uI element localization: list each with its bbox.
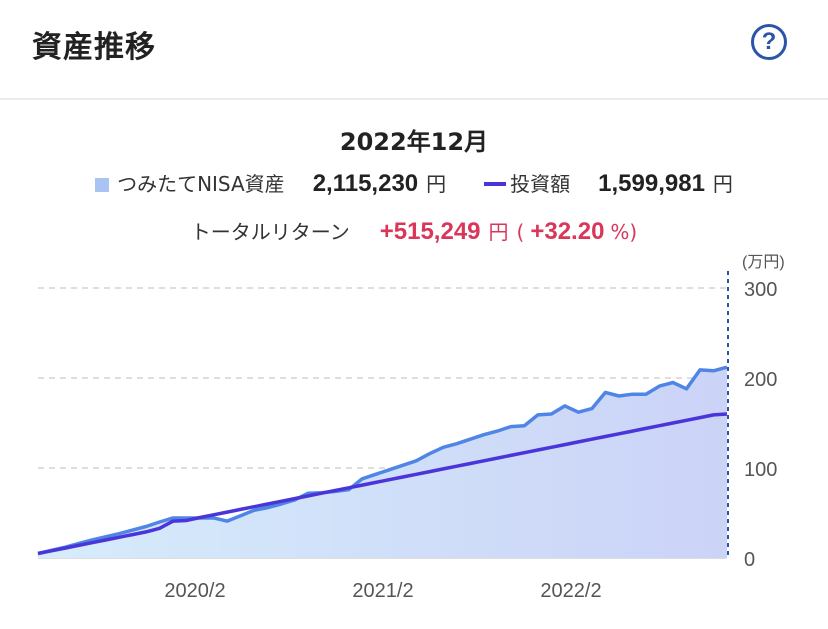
period-label: 2022年12月 [339, 128, 489, 156]
asset-legend-label: つみたてNISA資産 [117, 172, 285, 196]
header-bar: 資産推移 ? [0, 0, 828, 100]
return-value: +515,249 [379, 218, 481, 245]
y-tick-label: 200 [744, 369, 777, 391]
invest-value: 1,599,981 [598, 170, 705, 197]
return-paren: ( [516, 220, 525, 244]
x-tick-label: 2022/2 [540, 580, 601, 602]
y-unit-label: (万円) [742, 254, 785, 271]
invest-unit: 円 [712, 172, 733, 196]
return-percent-unit: %) [610, 220, 638, 244]
asset-chart[interactable]: 0 100 200 300 (万円) 2020/2 2021/2 2022/2 [0, 240, 828, 620]
help-icon[interactable]: ? [751, 24, 787, 60]
invest-legend-label: 投資額 [510, 172, 571, 196]
asset-area [38, 367, 727, 558]
y-tick-label: 300 [744, 279, 777, 301]
asset-legend-swatch [95, 178, 110, 192]
asset-line [37, 365, 728, 556]
return-unit: 円 [488, 220, 509, 244]
x-tick-label: 2020/2 [164, 580, 225, 602]
invest-legend-line [484, 182, 507, 186]
x-tick-label: 2021/2 [352, 580, 413, 602]
return-label: トータルリターン [190, 220, 350, 244]
asset-value: 2,115,230 [312, 170, 419, 197]
y-tick-label: 0 [744, 549, 755, 571]
asset-unit: 円 [426, 172, 447, 196]
total-return: トータルリターン +515,249 円 ( +32.20 %) [0, 216, 828, 246]
page-title: 資産推移 [32, 30, 156, 65]
y-tick-label: 100 [744, 459, 777, 481]
invest-line [37, 412, 728, 556]
return-percent: +32.20 [530, 218, 605, 245]
legend: つみたてNISA資産 2,115,230 円 投資額 1,599,981 円 [0, 168, 828, 198]
